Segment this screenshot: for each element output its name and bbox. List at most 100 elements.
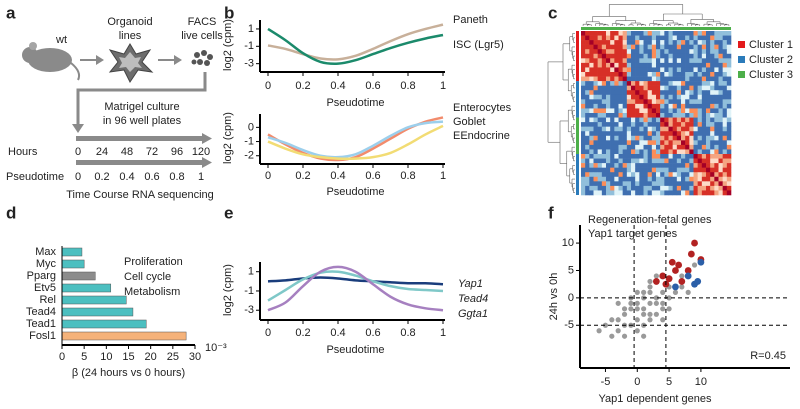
heatmap-cell [585,126,590,132]
timeline-arrow [76,133,212,144]
category-label: Rel [39,294,56,306]
heatmap-cell [593,31,598,36]
heatmap-cell [618,113,623,118]
heatmap-cell [639,149,644,155]
heatmap-cell [651,35,657,41]
heatmap-cell [622,99,628,105]
heatmap-cell [660,35,665,41]
heatmap-cell [606,108,611,114]
legend-label: Cell cycle [124,271,171,283]
heatmap-cell [718,53,723,59]
heatmap-cell [597,99,603,105]
heatmap-cell [606,44,611,50]
heatmap-cell [681,117,686,123]
heatmap-cell [693,122,698,127]
heatmap-cell [685,58,690,64]
heatmap-cell [610,131,615,137]
heatmap-cell [601,35,607,41]
heatmap-cell [618,44,623,50]
heatmap-cell [706,49,711,55]
point [609,317,615,323]
heatmap-cell [635,103,640,109]
heatmap-cell [589,154,594,159]
heatmap-cell [664,85,669,91]
heatmap-cell [701,176,707,182]
heatmap-cell [664,62,669,68]
x-tick-label: 0.8 [400,170,415,182]
heatmap-cell [643,99,648,105]
heatmap-cell [685,185,690,191]
heatmap-cell [681,72,686,77]
heatmap-cell [722,190,728,196]
heatmap-cell [681,144,686,150]
heatmap-cell [718,181,723,187]
heatmap-cell [726,58,732,64]
heatmap-cell [610,44,615,50]
heatmap-cell [593,131,598,137]
heatmap-cell [626,117,632,123]
x-tick-label: 0.6 [365,327,380,339]
heatmap-cell [651,167,657,173]
heatmap-cell [693,131,698,137]
heatmap-cell [685,94,690,100]
heatmap-cell [685,108,690,114]
heatmap-cell [618,85,623,91]
bar [61,295,127,305]
heatmap-cell [601,67,607,73]
heatmap-cell [593,149,598,155]
heatmap-cell [581,67,586,73]
panel-label: e [224,203,233,222]
heatmap-cell [606,76,611,82]
heatmap-cell [676,81,682,86]
heatmap-cell [622,163,628,168]
heatmap-cell [597,185,603,191]
heatmap-cell [656,40,661,45]
heatmap-cell [689,167,694,173]
heatmap-cell [701,44,707,50]
heatmap-cell [610,117,615,123]
heatmap-cell [606,90,611,96]
bar [61,259,85,269]
y-tick-label: -3 [244,58,254,70]
heatmap-cell [610,181,615,187]
heatmap-cell [639,49,644,55]
heatmap-cell [697,167,703,173]
heatmap-cell [626,131,632,137]
heatmap-cell [643,135,648,141]
heatmap-cell [585,172,590,178]
heatmap-cell [689,90,694,96]
heatmap-cell [664,108,669,114]
heatmap-cell [581,181,586,187]
heatmap-cell [589,113,594,118]
x-tick-label: 0.4 [330,80,345,92]
heatmap-cell [706,40,711,45]
heatmap-cell [681,172,686,178]
heatmap-cell [676,144,682,150]
legend-label: Yap1 target genes [588,228,678,240]
heatmap-cell [593,35,598,41]
heatmap-cell [701,85,707,91]
heatmap-cell [668,122,673,127]
heatmap-cell [660,167,665,173]
heatmap-cell [726,185,732,191]
heatmap-cell [635,113,640,118]
heatmap-cell [672,131,678,137]
heatmap-cell [635,154,640,159]
heatmap-cell [710,149,715,155]
y-axis-label: log2 (cpm) [222,112,234,164]
heatmap-cell [639,81,644,86]
heatmap-cell [660,31,665,36]
heatmap-cell [685,103,690,109]
heatmap-cell [714,176,719,182]
category-label: Tead4 [26,306,56,318]
heatmap-cell [668,72,673,77]
heatmap-cell [664,40,669,45]
heatmap-cell [651,181,657,187]
heatmap-cell [639,53,644,59]
heatmap-cell [714,163,719,168]
heatmap-cell [689,99,694,105]
heatmap-cell [601,117,607,123]
point [641,311,647,317]
heatmap-cell [635,62,640,68]
heatmap-cell [689,108,694,114]
